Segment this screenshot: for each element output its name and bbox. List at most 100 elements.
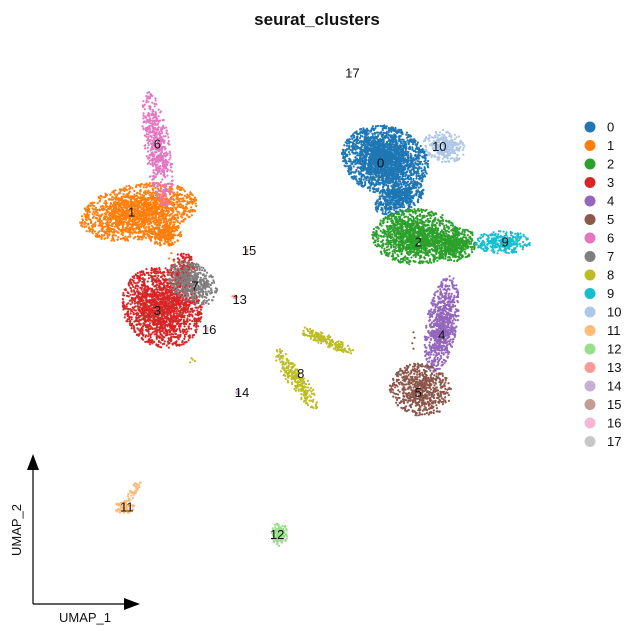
point: [170, 217, 173, 220]
point: [419, 151, 422, 154]
point: [194, 202, 197, 205]
point: [182, 188, 185, 191]
point: [407, 174, 410, 177]
point: [410, 199, 413, 202]
point: [390, 198, 393, 201]
point: [101, 222, 104, 225]
point: [347, 145, 350, 148]
point: [390, 138, 393, 141]
point: [168, 187, 171, 190]
point: [417, 198, 420, 201]
point: [356, 135, 359, 138]
point: [367, 153, 370, 156]
point: [167, 199, 170, 202]
point: [402, 155, 405, 158]
point: [172, 198, 176, 201]
point: [396, 142, 399, 145]
point: [144, 199, 147, 202]
point: [386, 161, 389, 164]
point: [361, 131, 364, 134]
point: [157, 216, 160, 219]
point: [139, 190, 142, 193]
point: [397, 178, 400, 181]
point: [150, 217, 153, 220]
point: [402, 161, 405, 164]
point: [128, 188, 131, 191]
point: [97, 214, 100, 217]
point: [385, 146, 388, 149]
point: [176, 186, 179, 189]
point: [114, 203, 117, 207]
point: [419, 144, 422, 148]
point: [397, 137, 401, 141]
point: [185, 195, 189, 198]
point: [360, 145, 363, 148]
point: [154, 212, 157, 215]
point: [173, 241, 176, 244]
point: [423, 167, 426, 170]
point: [390, 205, 393, 208]
point: [91, 216, 94, 219]
point: [422, 172, 425, 175]
point: [129, 235, 132, 238]
point: [357, 180, 360, 183]
point: [342, 155, 345, 158]
point: [360, 140, 363, 144]
point: [156, 205, 159, 208]
point: [148, 191, 152, 194]
point: [391, 185, 394, 188]
point: [379, 124, 382, 128]
point: [115, 217, 118, 220]
point: [396, 183, 399, 186]
point: [400, 189, 403, 192]
point: [172, 209, 175, 212]
point: [101, 229, 104, 233]
point: [91, 213, 94, 216]
point: [377, 134, 380, 137]
point: [365, 133, 368, 136]
point: [122, 193, 125, 196]
point: [155, 221, 158, 224]
point: [405, 133, 408, 136]
point: [94, 217, 97, 220]
point: [106, 219, 109, 222]
point: [386, 185, 389, 188]
point: [133, 189, 136, 193]
point: [406, 152, 409, 156]
point: [383, 174, 386, 178]
point: [381, 129, 384, 132]
point: [378, 192, 381, 195]
point: [424, 157, 427, 160]
point: [371, 147, 375, 150]
point: [360, 175, 363, 178]
point: [352, 175, 355, 178]
point: [388, 174, 391, 177]
point: [111, 195, 114, 198]
point: [108, 229, 111, 232]
point: [370, 159, 373, 162]
point: [352, 136, 355, 139]
point: [92, 225, 95, 228]
point: [156, 237, 160, 240]
point: [344, 165, 347, 168]
point: [368, 189, 372, 192]
point: [366, 145, 369, 148]
point: [154, 242, 157, 245]
point: [420, 197, 423, 200]
point: [105, 224, 108, 227]
point: [180, 193, 183, 196]
point: [411, 186, 414, 189]
point: [144, 183, 147, 186]
point: [396, 130, 399, 133]
point: [126, 239, 130, 242]
point: [410, 195, 413, 198]
point: [389, 169, 392, 172]
point: [347, 147, 351, 151]
point: [362, 178, 365, 181]
point: [169, 221, 172, 224]
point: [114, 234, 117, 237]
point: [144, 216, 147, 219]
point: [156, 242, 159, 245]
point: [119, 229, 123, 233]
point: [144, 191, 147, 194]
